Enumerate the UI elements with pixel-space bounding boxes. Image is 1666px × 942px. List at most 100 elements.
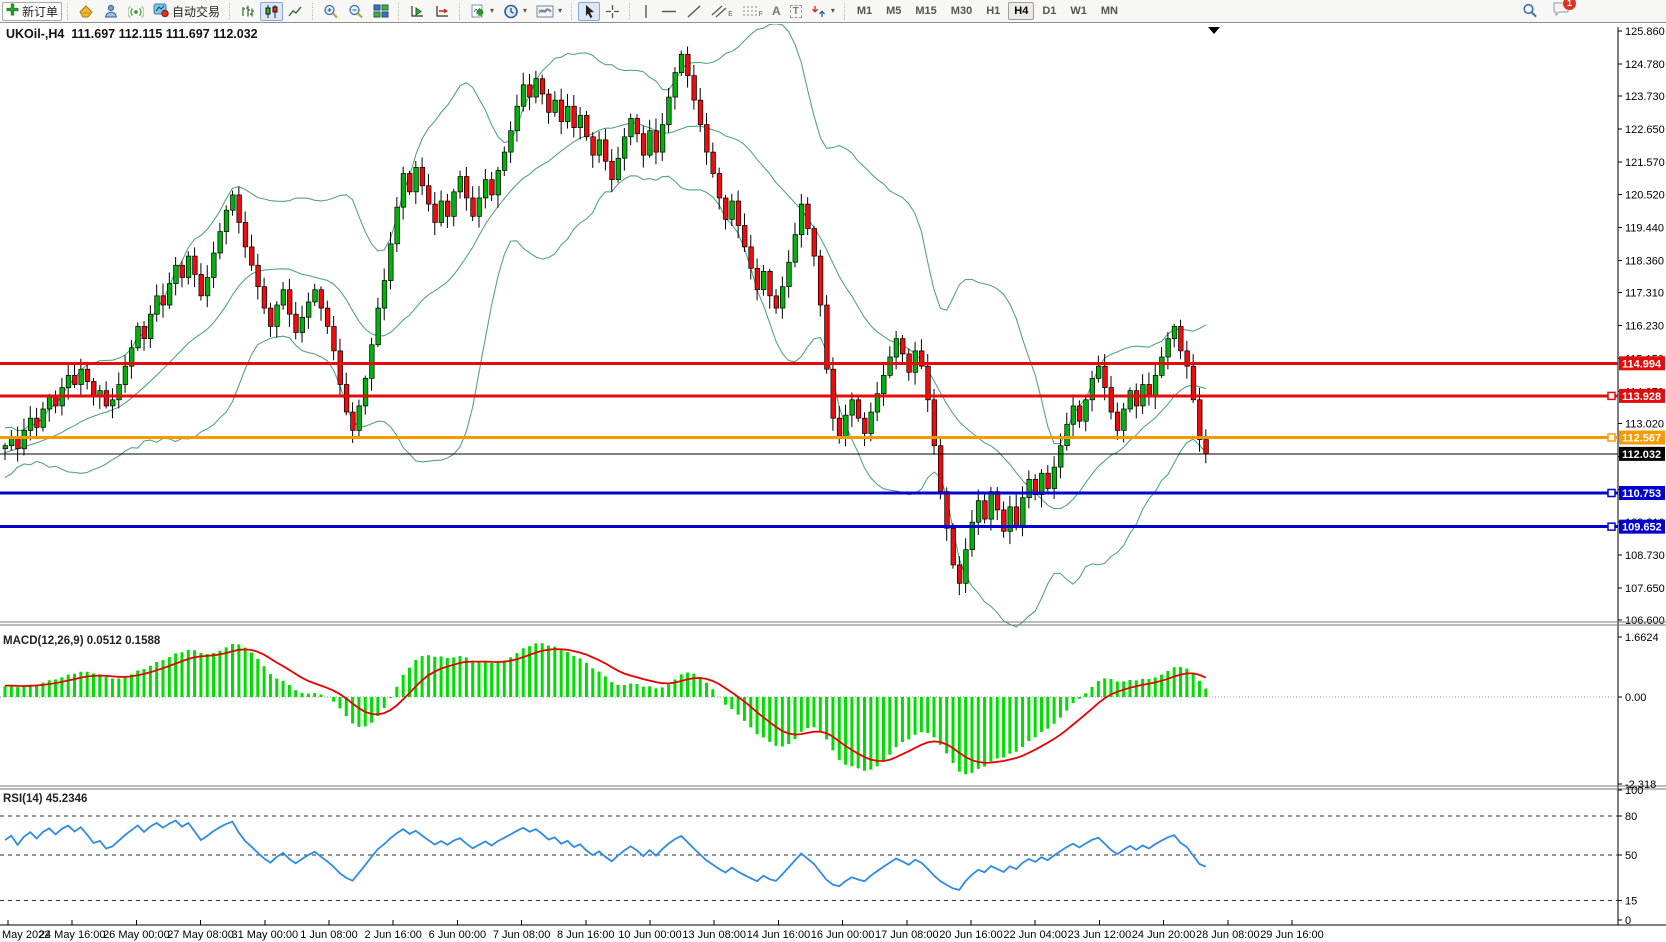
timeframe-MN[interactable]: MN xyxy=(1100,5,1118,17)
candle-body xyxy=(811,228,817,257)
text-label-tool-button[interactable]: T xyxy=(786,2,806,21)
time-axis-label: 20 Jun 16:00 xyxy=(939,929,1003,941)
candle-body xyxy=(1039,472,1045,495)
horizontal-level-line[interactable]: 113.928 xyxy=(0,388,1665,403)
horizontal-level-line[interactable]: 112.032 xyxy=(0,446,1665,461)
time-axis-label: 27 May 08:00 xyxy=(167,929,234,941)
vertical-line-tool-button[interactable] xyxy=(636,2,656,21)
timeframe-W1[interactable]: W1 xyxy=(1070,5,1087,17)
chart-canvas[interactable]: 125.860 124.780 123.730 122.650 121.570 120.5… xyxy=(0,24,1666,942)
auto-trading-label: 自动交易 xyxy=(172,4,221,19)
candle-body xyxy=(426,185,432,205)
candle-body xyxy=(141,326,147,340)
price-tick-label: 106.600 xyxy=(1625,615,1665,627)
new-chart-icon xyxy=(471,4,484,17)
candle-body xyxy=(388,243,394,281)
candle-body xyxy=(1077,405,1083,422)
timeframe-H4[interactable]: H4 xyxy=(1008,2,1035,20)
chart-window[interactable]: UKOil-,H4 111.697 112.115 111.697 112.03… xyxy=(0,24,1666,942)
new-order-plus-icon xyxy=(6,3,19,19)
new-order-button[interactable]: 新订单 xyxy=(2,1,63,21)
horizontal-level-line[interactable]: 112.567 xyxy=(0,430,1665,445)
price-level-badge xyxy=(1619,430,1665,445)
price-level-badge xyxy=(1619,519,1665,534)
dropdown-caret-icon: ▾ xyxy=(830,6,835,15)
timeframe-M1[interactable]: M1 xyxy=(856,5,873,17)
timeframe-M15[interactable]: M15 xyxy=(915,5,937,17)
candle-body xyxy=(767,271,773,297)
candle-body xyxy=(457,176,463,193)
periods-button[interactable]: ▾ xyxy=(499,2,531,21)
candle-body xyxy=(350,411,356,431)
search-button[interactable] xyxy=(1518,2,1542,21)
candle-body xyxy=(1178,326,1184,352)
time-axis-label: 24 Jun 20:00 xyxy=(1132,929,1196,941)
candle-body xyxy=(103,390,110,407)
bar-chart-button[interactable] xyxy=(236,2,259,21)
line-chart-button[interactable] xyxy=(284,2,307,21)
candle-body xyxy=(287,289,293,315)
auto-trading-button[interactable]: 自动交易 xyxy=(149,2,224,21)
candlestick-chart-button[interactable] xyxy=(260,1,284,21)
fibonacci-tool-button[interactable]: F xyxy=(738,2,767,21)
svg-text:110.753: 110.753 xyxy=(1622,488,1661,500)
notifications-button[interactable]: 1 xyxy=(1552,0,1576,22)
zoom-in-button[interactable] xyxy=(319,2,343,21)
price-level-badge xyxy=(1619,485,1665,500)
horizontal-level-line[interactable]: 109.652 xyxy=(0,519,1665,534)
chart-shift-marker[interactable] xyxy=(1208,27,1220,34)
arrows-tool-button[interactable]: ▾ xyxy=(807,2,839,21)
candle-body xyxy=(495,170,501,196)
candle-body xyxy=(792,234,798,263)
separator xyxy=(459,2,461,20)
timeframe-M5[interactable]: M5 xyxy=(886,5,902,17)
horizontal-level-line[interactable]: 110.753 xyxy=(0,485,1665,500)
timeframe-M30[interactable]: M30 xyxy=(950,5,973,17)
candle-body xyxy=(849,399,855,416)
horizontal-line-tool-button[interactable] xyxy=(657,2,681,21)
trendline-tool-button[interactable] xyxy=(682,2,706,21)
candle-body xyxy=(609,160,615,180)
candle-body xyxy=(464,176,470,199)
candle-body xyxy=(110,399,116,407)
horizontal-level-line[interactable]: 114.994 xyxy=(0,356,1665,371)
candle-body xyxy=(192,255,198,275)
candle-body xyxy=(780,286,786,309)
candle-body xyxy=(1070,405,1077,425)
candle-body xyxy=(324,307,331,327)
price-tick-label: 108.730 xyxy=(1625,550,1665,562)
candle-body xyxy=(1064,423,1070,447)
equidistant-channel-tool-button[interactable]: E xyxy=(707,2,737,21)
chart-shift-button[interactable] xyxy=(430,2,454,21)
candle-body xyxy=(830,368,836,419)
separator xyxy=(398,2,400,20)
toolbar-right-group: 1 xyxy=(1518,0,1576,22)
candle-body xyxy=(362,378,369,407)
signals-button[interactable] xyxy=(124,2,148,21)
candle-body xyxy=(432,203,438,223)
fibo-letter: F xyxy=(758,10,764,18)
candle-body xyxy=(697,99,704,125)
market-depth-button[interactable] xyxy=(74,2,98,21)
tile-windows-button[interactable] xyxy=(369,2,393,21)
templates-button[interactable]: ▾ xyxy=(532,2,566,21)
timeframe-bar: M1 M5 M15 M30 H1 H4 D1 W1 MN xyxy=(851,2,1124,20)
time-axis-label: 13 Jun 08:00 xyxy=(682,929,746,941)
auto-scroll-button[interactable] xyxy=(405,2,429,21)
timeframe-H1[interactable]: H1 xyxy=(986,5,1001,17)
cursor-tool-button[interactable] xyxy=(578,1,601,21)
chart-shift-icon xyxy=(436,5,449,17)
crosshair-tool-button[interactable] xyxy=(601,2,624,21)
new-chart-button[interactable]: ▾ xyxy=(466,2,498,21)
rsi-axis-label: 50 xyxy=(1625,850,1637,862)
text-tool-button[interactable]: A xyxy=(768,2,785,21)
candle-body xyxy=(729,200,735,220)
candle-body xyxy=(312,289,318,303)
timeframe-D1[interactable]: D1 xyxy=(1042,5,1057,17)
candle-body xyxy=(211,252,217,278)
community-button[interactable] xyxy=(99,2,123,21)
macd-signal-line xyxy=(5,648,1207,764)
zoom-out-button[interactable] xyxy=(344,2,368,21)
candle-body xyxy=(1026,478,1032,499)
candle-body xyxy=(900,338,906,355)
